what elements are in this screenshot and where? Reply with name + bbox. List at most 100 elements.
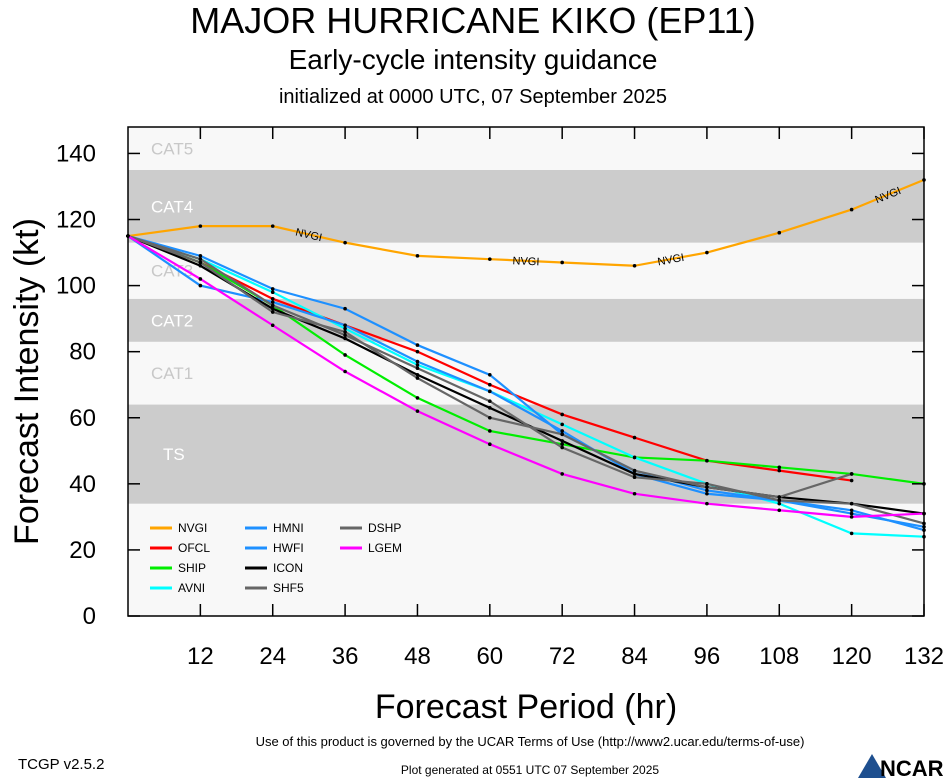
- data-point: [705, 458, 709, 463]
- data-point: [632, 263, 637, 268]
- data-point: [705, 488, 709, 493]
- data-point: [415, 376, 420, 380]
- data-point: [560, 429, 564, 433]
- data-point: [632, 491, 637, 496]
- x-tick-label: 120: [832, 643, 872, 670]
- series-line-avni: [127, 234, 925, 538]
- y-tick-label: 120: [56, 207, 96, 234]
- ncar-logo: NCAR: [858, 752, 944, 780]
- x-tick-label: 36: [332, 643, 359, 670]
- data-point: [705, 485, 709, 489]
- data-point: [705, 250, 709, 255]
- data-point: [198, 254, 203, 258]
- terms-text: Use of this product is governed by the U…: [255, 734, 805, 749]
- y-tick-label: 100: [56, 273, 96, 300]
- band-label: CAT4: [151, 197, 193, 216]
- data-point: [198, 224, 203, 228]
- version-label: TCGP v2.5.2: [18, 756, 105, 773]
- legend-label: HMNI: [273, 521, 304, 535]
- x-axis-label: Forecast Period (hr): [375, 688, 677, 726]
- data-point: [343, 323, 347, 328]
- data-point: [488, 406, 492, 410]
- series-label: NVGI: [294, 227, 323, 245]
- data-point: [632, 475, 637, 480]
- data-point: [198, 257, 203, 261]
- x-tick-label: 96: [694, 643, 721, 670]
- data-point: [343, 326, 347, 331]
- data-point: [488, 399, 492, 404]
- data-point: [415, 373, 420, 377]
- y-tick-label: 40: [69, 471, 96, 498]
- data-point: [415, 363, 420, 367]
- data-point: [777, 508, 782, 513]
- svg-text:NCAR: NCAR: [880, 756, 944, 780]
- data-point: [777, 495, 782, 499]
- data-point: [849, 511, 854, 516]
- data-point: [488, 389, 492, 394]
- data-point: [198, 277, 203, 281]
- legend-label: HWFI: [273, 541, 304, 555]
- data-point: [632, 468, 637, 473]
- x-tick-label: 108: [759, 643, 799, 670]
- data-point: [415, 349, 420, 354]
- data-point: [415, 366, 420, 370]
- band-label: CAT1: [151, 364, 193, 383]
- data-point: [560, 439, 564, 443]
- data-point: [705, 501, 709, 506]
- data-point: [415, 396, 420, 400]
- series-label: NVGI: [657, 252, 686, 269]
- data-point: [270, 303, 275, 308]
- legend-label: LGEM: [368, 541, 402, 555]
- data-point: [270, 306, 275, 311]
- data-point: [343, 336, 347, 341]
- data-point: [849, 531, 854, 536]
- data-point: [560, 442, 564, 446]
- series-line-nvgi: [127, 178, 925, 267]
- data-point: [488, 429, 492, 433]
- band-label: CAT3: [151, 262, 193, 281]
- data-point: [560, 432, 564, 437]
- data-point: [270, 290, 275, 295]
- data-point: [270, 310, 275, 314]
- data-point: [777, 498, 782, 503]
- data-point: [632, 455, 637, 460]
- data-point: [343, 330, 347, 334]
- x-tick-label: 48: [404, 643, 431, 670]
- data-point: [488, 382, 492, 387]
- x-tick-label: 12: [187, 643, 214, 670]
- data-point: [849, 515, 854, 519]
- series-line-lgem: [127, 235, 925, 518]
- data-point: [560, 422, 564, 427]
- data-point: [415, 359, 420, 364]
- y-tick-label: 20: [69, 537, 96, 564]
- legend-label: ICON: [273, 561, 303, 575]
- data-point: [415, 254, 420, 258]
- band-ts: [128, 404, 924, 504]
- x-tick-label: 84: [621, 643, 648, 670]
- data-point: [198, 263, 203, 268]
- legend-label: SHIP: [178, 561, 206, 575]
- data-point: [777, 230, 782, 235]
- data-point: [560, 260, 564, 265]
- y-tick-label: 140: [56, 140, 96, 167]
- data-point: [632, 435, 637, 440]
- plot-frame: [127, 126, 925, 617]
- data-point: [198, 260, 203, 265]
- data-point: [270, 300, 275, 304]
- legend-label: DSHP: [368, 521, 401, 535]
- data-point: [343, 240, 347, 245]
- y-tick-label: 0: [83, 603, 96, 630]
- band-label: TS: [163, 445, 185, 464]
- data-point: [488, 373, 492, 377]
- x-tick-label: 60: [476, 643, 503, 670]
- band-cat1: [128, 341, 924, 405]
- y-axis-label: Forecast Intensity (kt): [8, 218, 46, 545]
- legend-label: NVGI: [178, 521, 207, 535]
- band-label: CAT2: [151, 311, 193, 330]
- data-point: [849, 501, 854, 506]
- chart-title: MAJOR HURRICANE KIKO (EP11): [190, 0, 756, 41]
- data-point: [560, 445, 564, 450]
- data-point: [198, 283, 203, 288]
